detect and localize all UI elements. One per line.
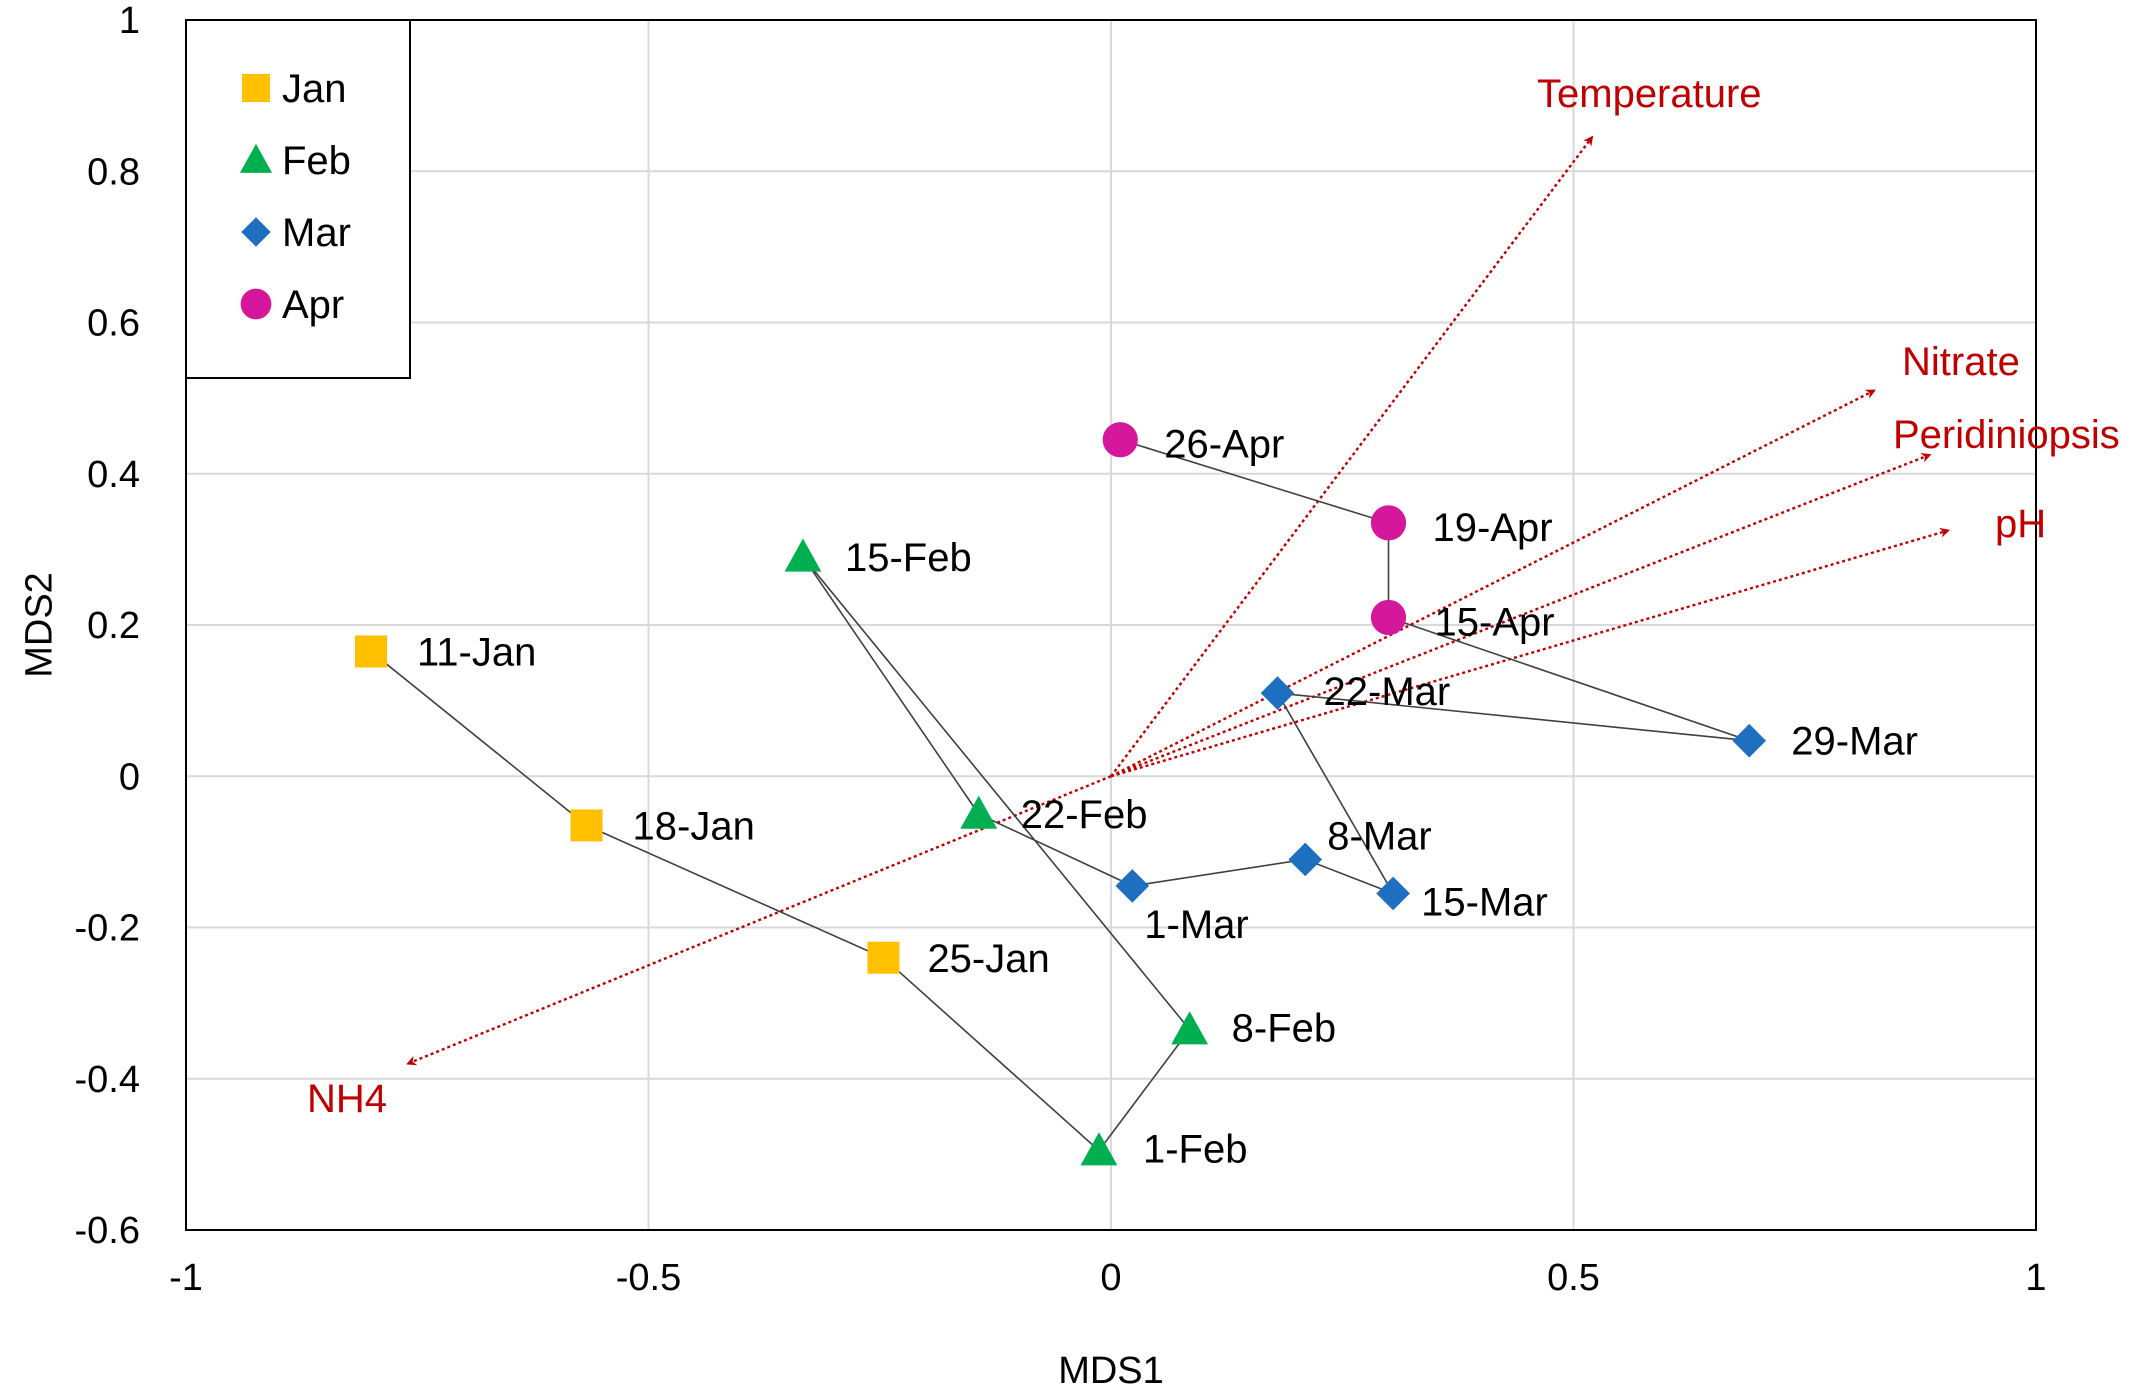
- environmental-vectors: Temperature Nitrate Peridiniopsis pH NH4: [307, 72, 2120, 1121]
- x-tick-label: 0.5: [1547, 1257, 1600, 1299]
- point-label-22-feb: 22-Feb: [1021, 793, 1148, 837]
- point-label-15-apr: 15-Apr: [1435, 600, 1555, 644]
- legend-label-mar: Mar: [282, 211, 351, 255]
- x-tick-label: -1: [169, 1257, 203, 1299]
- point-19-apr: [1370, 505, 1407, 541]
- legend-label-jan: Jan: [282, 67, 347, 111]
- x-tick-label: 0: [1100, 1257, 1121, 1299]
- legend-box: [185, 19, 411, 379]
- x-tick-label: 1: [2025, 1257, 2046, 1299]
- vector-arrow-peridiniopsis: [1110, 453, 1932, 778]
- point-label-15-mar: 15-Mar: [1421, 880, 1548, 924]
- legend-marker-apr: [240, 288, 272, 320]
- point-1-feb: [1080, 1132, 1118, 1166]
- point-1-mar: [1115, 869, 1150, 903]
- point-25-jan: [867, 941, 900, 974]
- x-axis-title: MDS1: [1058, 1350, 1164, 1389]
- y-tick-label: 0.4: [87, 454, 140, 496]
- point-22-mar: [1260, 676, 1295, 710]
- point-label-25-jan: 25-Jan: [927, 937, 1049, 981]
- point-15-apr: [1370, 599, 1407, 636]
- vector-label-nh4: NH4: [307, 1077, 387, 1121]
- legend-marker-feb: [239, 143, 273, 173]
- axis-ticks: -1 -0.5 0 0.5 1 -0.6 -0.4 -0.2 0 0.2 0.4 0.6 0.8 1: [75, 0, 2047, 1299]
- x-tick-label: -0.5: [616, 1257, 681, 1299]
- plot-area-frame: [185, 19, 2037, 1231]
- point-label-8-mar: 8-Mar: [1327, 814, 1431, 858]
- vector-label-nitrate: Nitrate: [1902, 340, 2020, 384]
- y-tick-label: -0.4: [75, 1059, 140, 1101]
- vector-arrow-temperature: [1110, 135, 1594, 777]
- legend-marker-mar: [241, 217, 271, 247]
- vector-label-temperature: Temperature: [1537, 72, 1762, 116]
- point-label-29-mar: 29-Mar: [1791, 720, 1918, 764]
- point-8-mar: [1288, 842, 1323, 877]
- point-15-mar: [1376, 876, 1410, 911]
- y-tick-label: 0.6: [87, 303, 140, 345]
- point-label-18-jan: 18-Jan: [633, 804, 755, 848]
- point-label-22-mar: 22-Mar: [1324, 670, 1451, 714]
- point-15-feb: [784, 538, 822, 572]
- vector-label-ph: pH: [1995, 502, 2046, 546]
- point-label-1-mar: 1-Mar: [1144, 903, 1248, 947]
- point-29-mar: [1732, 723, 1767, 758]
- vector-arrow-ph: [1110, 527, 1951, 778]
- legend-marker-jan: [242, 74, 270, 102]
- legend: Jan Feb Mar Apr: [185, 19, 411, 379]
- point-label-11-jan: 11-Jan: [417, 630, 536, 674]
- y-tick-label: -0.6: [75, 1210, 140, 1252]
- point-18-jan: [570, 809, 603, 842]
- y-tick-label: 0.8: [87, 151, 140, 193]
- point-8-feb: [1171, 1011, 1209, 1045]
- vector-arrow-nh4: [406, 775, 1112, 1066]
- point-label-26-apr: 26-Apr: [1164, 423, 1284, 467]
- point-label-19-apr: 19-Apr: [1433, 506, 1553, 550]
- y-tick-label: 0: [119, 756, 140, 798]
- sample-points: [355, 422, 1767, 1166]
- point-label-15-feb: 15-Feb: [845, 536, 972, 580]
- vector-arrow-nitrate: [1110, 389, 1876, 778]
- point-22-feb: [960, 795, 998, 829]
- y-tick-label: -0.2: [75, 908, 140, 950]
- point-label-1-feb: 1-Feb: [1143, 1128, 1248, 1172]
- point-11-jan: [355, 635, 387, 668]
- gridlines: [186, 20, 2036, 1230]
- point-26-apr: [1102, 422, 1138, 458]
- y-tick-label: 0.2: [87, 605, 140, 647]
- sample-labels: 11-Jan 18-Jan 25-Jan 1-Feb 8-Feb 15-Feb 22-Feb…: [417, 423, 1918, 1172]
- y-axis-title: MDS2: [18, 572, 60, 678]
- vector-label-peridiniopsis: Peridiniopsis: [1893, 413, 2120, 457]
- legend-label-feb: Feb: [282, 139, 351, 183]
- legend-label-apr: Apr: [282, 283, 344, 327]
- point-label-8-feb: 8-Feb: [1232, 1007, 1337, 1051]
- y-tick-label: 1: [119, 0, 140, 42]
